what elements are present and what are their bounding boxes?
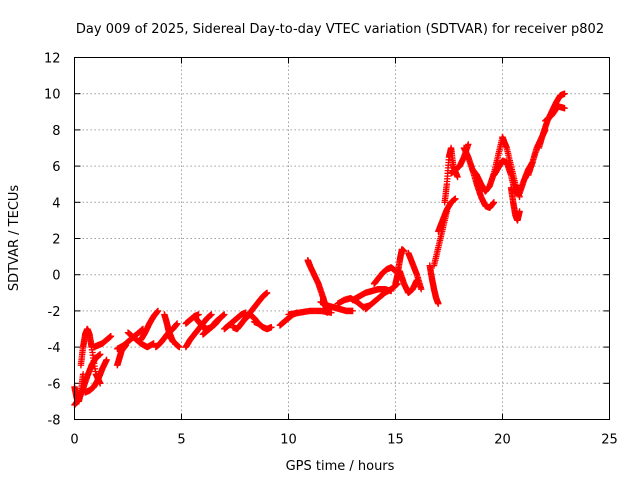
data-series-arc-16 — [199, 311, 228, 338]
data-point-marker — [154, 307, 162, 315]
data-point-marker — [490, 199, 498, 206]
data-series-arc-19 — [242, 289, 271, 322]
data-point-marker — [263, 289, 271, 296]
y-tick-label: 0 — [52, 269, 60, 284]
y-tick-label: 4 — [52, 196, 60, 211]
data-point-marker — [349, 307, 356, 315]
data-series-arc-09 — [137, 307, 162, 344]
data-point-marker — [561, 90, 568, 97]
data-point-marker — [107, 333, 115, 340]
y-tick-label: 12 — [44, 52, 61, 67]
y-tick-label: 2 — [52, 233, 60, 248]
y-tick-label: -6 — [48, 377, 61, 392]
y-tick-label: -8 — [48, 414, 61, 429]
data-marks — [71, 90, 568, 409]
y-axis-label: SDTVAR / TECUs — [7, 185, 22, 292]
data-point-marker — [221, 311, 228, 318]
chart-title: Day 009 of 2025, Sidereal Day-to-day VTE… — [76, 22, 604, 37]
data-series-arc-17 — [221, 309, 249, 333]
x-tick-label: 10 — [280, 433, 297, 448]
x-tick-label: 20 — [494, 433, 511, 448]
data-point-marker — [452, 195, 459, 202]
data-point-marker — [400, 248, 408, 255]
x-tick-label: 0 — [70, 433, 78, 448]
data-point-marker — [465, 141, 472, 148]
data-series-arc-34 — [435, 195, 459, 235]
data-series-arc-30 — [396, 267, 421, 296]
data-series-arc-31 — [405, 249, 425, 293]
data-series-arc-32 — [426, 262, 442, 307]
data-series-arc-24 — [317, 298, 356, 315]
data-point-marker — [176, 343, 183, 351]
data-point-marker — [103, 356, 110, 363]
data-series-arc-05 — [90, 333, 115, 351]
data-point-marker — [323, 309, 331, 316]
data-point-marker — [516, 208, 523, 215]
data-series-arc-27 — [362, 280, 401, 313]
data-point-marker — [454, 173, 461, 181]
data-series-arc-45 — [542, 103, 568, 125]
x-tick-label: 15 — [387, 433, 404, 448]
data-series-arc-37 — [460, 144, 498, 211]
y-tick-label: 10 — [44, 88, 61, 103]
plot-frame — [74, 57, 610, 420]
data-series-arc-28 — [370, 264, 399, 287]
data-series-arc-04 — [82, 356, 110, 396]
data-series-arc-08 — [124, 329, 157, 351]
y-tick-label: 8 — [52, 124, 60, 139]
data-point-marker — [268, 324, 275, 331]
data-point-marker — [418, 286, 425, 293]
x-axis-label: GPS time / hours — [286, 459, 395, 474]
data-point-marker — [174, 320, 181, 327]
data-point-marker — [97, 351, 104, 358]
data-series-arc-20 — [251, 318, 275, 333]
data-series-arc-40 — [499, 133, 523, 201]
data-series-arc-12 — [167, 334, 183, 351]
data-series-arc-41 — [507, 184, 523, 224]
grid-lines — [74, 57, 610, 420]
y-tick-label: 6 — [52, 160, 60, 175]
y-tick-label: -4 — [48, 341, 61, 356]
x-tick-label: 25 — [601, 433, 618, 448]
y-tick-label: -2 — [48, 305, 61, 320]
data-point-marker — [208, 311, 215, 318]
data-point-marker — [561, 105, 568, 112]
data-point-marker — [435, 300, 442, 307]
x-tick-label: 5 — [177, 433, 185, 448]
data-point-marker — [195, 311, 202, 318]
